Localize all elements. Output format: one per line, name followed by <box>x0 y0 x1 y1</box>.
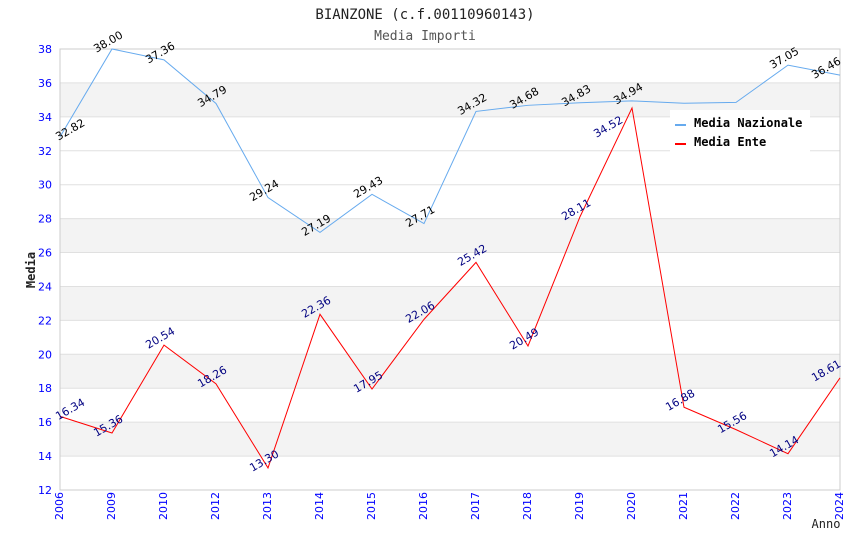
x-axis-label: Anno <box>812 517 841 531</box>
y-tick-label: 28 <box>38 213 52 226</box>
x-tick-label: 2015 <box>365 492 378 520</box>
x-tick-label: 2018 <box>521 492 534 520</box>
data-label: 20.54 <box>143 325 177 352</box>
x-tick-label: 2023 <box>781 492 794 520</box>
grid-band <box>60 218 840 253</box>
x-tick-label: 2006 <box>53 492 66 520</box>
x-tick-label: 2009 <box>105 492 118 520</box>
y-tick-label: 20 <box>38 348 52 361</box>
grid-band <box>60 286 840 321</box>
data-label: 16.34 <box>53 396 87 423</box>
x-tick-label: 2019 <box>573 492 586 520</box>
series-line-ente <box>59 106 841 470</box>
x-tick-label: 2020 <box>625 492 638 520</box>
y-tick-label: 22 <box>38 314 52 327</box>
data-label: 16.88 <box>663 387 697 414</box>
x-tick-label: 2014 <box>313 492 326 520</box>
y-tick-label: 34 <box>38 111 52 124</box>
y-tick-label: 14 <box>38 450 52 463</box>
y-tick-label: 38 <box>38 43 52 56</box>
x-tick-label: 2012 <box>209 492 222 520</box>
y-tick-label: 24 <box>38 280 52 293</box>
y-tick-label: 32 <box>38 145 52 158</box>
y-tick-label: 12 <box>38 484 52 497</box>
plot-frame <box>59 48 841 491</box>
x-tick-label: 2010 <box>157 492 170 520</box>
x-tick-label: 2016 <box>417 492 430 520</box>
y-tick-label: 26 <box>38 247 52 260</box>
chart-subtitle: Media Importi <box>374 29 476 44</box>
x-tick-label: 2022 <box>729 492 742 520</box>
data-label: 37.36 <box>143 39 177 66</box>
legend: Media Nazionale Media Ente <box>670 110 810 153</box>
chart-title: BIANZONE (c.f.00110960143) <box>315 7 534 23</box>
y-tick-label: 16 <box>38 416 52 429</box>
y-tick-label: 30 <box>38 179 52 192</box>
data-label: 29.24 <box>247 177 281 204</box>
data-label: 34.52 <box>591 113 625 140</box>
data-label: 20.49 <box>507 325 541 352</box>
legend-item-nazionale: Media Nazionale <box>694 116 802 130</box>
x-tick-label: 2013 <box>261 492 274 520</box>
legend-item-ente: Media Ente <box>694 135 766 149</box>
data-label: 38.00 <box>91 28 125 55</box>
x-tick-label: 2017 <box>469 492 482 520</box>
y-axis-label: Media <box>24 252 38 288</box>
y-tick-label: 36 <box>38 77 52 90</box>
grid-band <box>60 422 840 457</box>
x-tick-label: 2024 <box>833 492 846 520</box>
series-line-nazionale <box>59 48 841 233</box>
y-tick-label: 18 <box>38 382 52 395</box>
grid-band <box>60 354 840 389</box>
data-label: 36.46 <box>809 55 843 82</box>
x-tick-label: 2021 <box>677 492 690 520</box>
